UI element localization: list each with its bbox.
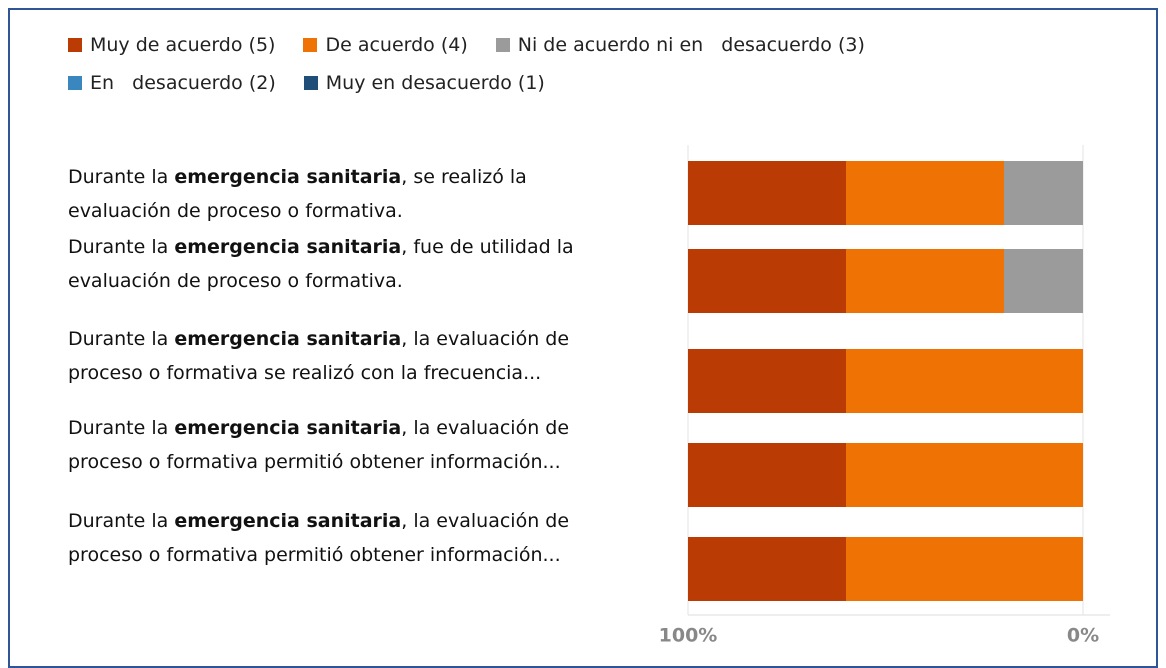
category-label: Durante la emergencia sanitaria, fue de … [68,230,628,298]
category-text: Durante la [68,328,175,350]
bar-segment [846,349,1083,413]
category-text: emergencia sanitaria [174,236,402,258]
chart: 100% 0% [659,145,1110,647]
bar-segment [688,161,846,225]
bar-segment [688,537,846,601]
category-text: , fue de utilidad la evaluación de proce… [68,236,574,292]
category-text: emergencia sanitaria [174,166,402,188]
bar-segment [688,443,846,507]
category-text: Durante la [68,236,175,258]
legend-item: Ni de acuerdo ni en desacuerdo (3) [495,26,865,64]
category-text: Durante la [68,417,175,439]
category-text: Durante la [68,166,175,188]
legend-label: Muy en desacuerdo (1) [325,72,545,94]
legend-label: En desacuerdo (2) [90,72,276,94]
legend-label: Ni de acuerdo ni en desacuerdo (3) [517,34,865,56]
category-text: emergencia sanitaria [174,328,402,350]
bar-segment [846,249,1004,313]
category-label: Durante la emergencia sanitaria, se real… [68,160,628,228]
legend-swatch [68,76,82,90]
x-tick-label: 0% [1067,625,1099,647]
legend-item: Muy de acuerdo (5) [68,26,275,64]
legend-item: De acuerdo (4) [303,26,468,64]
category-label: Durante la emergencia sanitaria, la eval… [68,322,628,390]
bar-segment [846,537,1083,601]
bar-segment [846,161,1004,225]
legend-item: Muy en desacuerdo (1) [303,64,545,102]
category-text: emergencia sanitaria [174,417,402,439]
bar-segment [846,443,1083,507]
legend: Muy de acuerdo (5) De acuerdo (4) Ni de ac… [68,26,1068,102]
bar-segment [688,349,846,413]
page: Muy de acuerdo (5) De acuerdo (4) Ni de ac… [8,8,1158,668]
bar-segment [1004,249,1083,313]
category-text: , se realizó la evaluación de proceso o … [68,166,527,222]
legend-label: De acuerdo (4) [325,34,468,56]
category-text: , la evaluación de proceso o formativa s… [68,328,570,384]
category-text: emergencia sanitaria [174,510,402,532]
category-text: Durante la [68,510,175,532]
category-text: , la evaluación de proceso o formativa p… [68,510,570,566]
bar-segment [688,249,846,313]
category-label: Durante la emergencia sanitaria, la eval… [68,411,628,479]
legend-swatch [303,76,318,90]
legend-swatch [303,38,318,52]
x-tick-label: 100% [659,625,718,647]
category-label: Durante la emergencia sanitaria, la eval… [68,504,628,572]
legend-item: En desacuerdo (2) [68,64,276,102]
category-text: , la evaluación de proceso o formativa p… [68,417,570,473]
legend-swatch [68,38,82,52]
legend-swatch [495,38,510,52]
legend-label: Muy de acuerdo (5) [90,34,276,56]
bar-segment [1004,161,1083,225]
